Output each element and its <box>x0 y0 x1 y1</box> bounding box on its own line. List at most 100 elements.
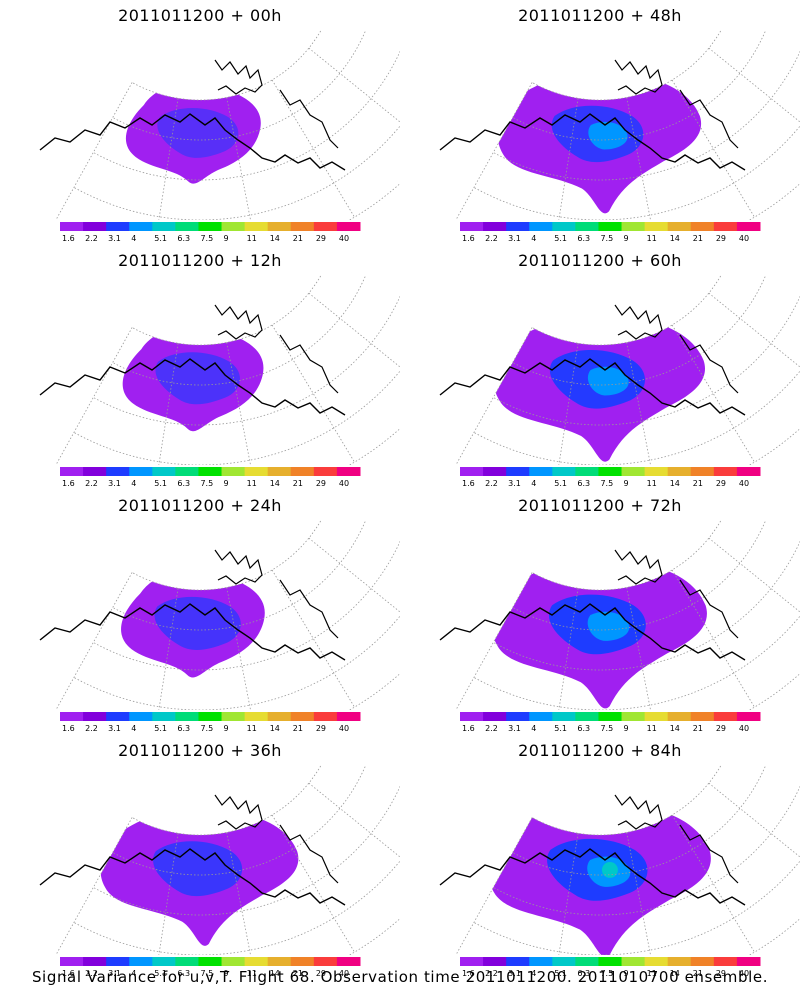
colorbar-swatch <box>644 222 669 231</box>
coastline <box>214 304 263 340</box>
colorbar: 1.6 2.2 3.1 4 5.1 6.3 7.5 9 11 14 21 29 40 <box>460 467 761 488</box>
colorbar-swatch <box>598 467 623 476</box>
coastline <box>614 794 663 830</box>
colorbar-label: 40 <box>339 479 349 488</box>
variance-map <box>39 275 400 465</box>
colorbar-label: 40 <box>739 479 749 488</box>
colorbar-label: 2.2 <box>485 234 498 243</box>
map-panel: 2011011200 + 48h 1.6 2.2 3.1 4 5.1 6.3 7.5 9 11 14… <box>400 0 800 245</box>
colorbar-label: 14 <box>670 969 680 978</box>
variance-map <box>439 765 800 955</box>
colorbar-label: 7.5 <box>600 479 613 488</box>
colorbar-swatch <box>644 712 669 721</box>
colorbar-swatch <box>736 712 761 721</box>
colorbar-label: 11 <box>247 234 257 243</box>
variance-map <box>439 275 800 465</box>
coastline <box>214 794 263 830</box>
coastline <box>614 549 663 585</box>
colorbar-swatch <box>736 222 761 231</box>
colorbar-label: 9 <box>224 479 229 488</box>
colorbar-label: 4 <box>531 724 536 733</box>
colorbar-label: 2.2 <box>485 724 498 733</box>
panel-title: 2011011200 + 12h <box>118 251 282 270</box>
colorbar-label: 3.1 <box>508 724 521 733</box>
colorbar-label: 14 <box>670 479 680 488</box>
variance-peak <box>601 861 618 878</box>
colorbar-label: 1.6 <box>462 234 475 243</box>
coastline <box>39 603 346 661</box>
colorbar-swatch <box>598 712 623 721</box>
colorbar: 1.6 2.2 3.1 4 5.1 6.3 7.5 9 11 14 21 29 40 <box>460 712 761 733</box>
colorbar-label: 29 <box>716 234 726 243</box>
colorbar-swatch <box>552 957 576 966</box>
colorbar-label: 9 <box>624 234 629 243</box>
map-panel: 2011011200 + 72h 1.6 2.2 3.1 4 5.1 6.3 7.5 9 11 14… <box>400 490 800 735</box>
colorbar-label: 4 <box>531 479 536 488</box>
colorbar-label: 11 <box>647 234 657 243</box>
colorbar-label: 11 <box>647 479 657 488</box>
colorbar-label: 29 <box>716 969 726 978</box>
colorbar-label: 11 <box>647 724 657 733</box>
colorbar-swatch <box>460 222 484 231</box>
colorbar-label: 5.1 <box>554 969 567 978</box>
colorbar-label: 3.1 <box>108 724 121 733</box>
colorbar-label: 7.5 <box>200 479 213 488</box>
map-panel: 2011011200 + 12h 1.6 2.2 3.1 4 5.1 6.3 7.5 9 11 14… <box>0 245 400 490</box>
variance-map <box>439 30 800 220</box>
colorbar: 1.6 2.2 3.1 4 5.1 6.3 7.5 9 11 14 21 29 40 <box>60 222 361 243</box>
colorbar-swatch <box>529 712 553 721</box>
coastline <box>679 334 739 394</box>
panel-title: 2011011200 + 84h <box>518 741 682 760</box>
colorbar-swatch <box>129 467 153 476</box>
colorbar-swatch <box>460 467 484 476</box>
colorbar-swatch <box>198 467 223 476</box>
colorbar-swatch <box>713 712 738 721</box>
colorbar-label: 21 <box>693 724 703 733</box>
colorbar-swatch <box>129 222 153 231</box>
colorbar-label: 1.6 <box>62 479 75 488</box>
colorbar-swatch <box>244 957 269 966</box>
colorbar-swatch <box>60 957 84 966</box>
colorbar-swatch <box>483 222 507 231</box>
colorbar-label: 5.1 <box>154 969 167 978</box>
colorbar-label: 3.1 <box>108 969 121 978</box>
colorbar-label: 3.1 <box>508 479 521 488</box>
colorbar-swatch <box>460 712 484 721</box>
colorbar-label: 9 <box>224 724 229 733</box>
coastline <box>214 59 263 95</box>
panel-title: 2011011200 + 36h <box>118 741 282 760</box>
colorbar-label: 6.3 <box>177 479 190 488</box>
variance-map <box>439 520 800 710</box>
map-panel: 2011011200 + 36h 1.6 2.2 3.1 4 5.1 6.3 7.5 9 11 14… <box>0 735 400 980</box>
colorbar-label: 5.1 <box>154 234 167 243</box>
coastline <box>679 579 739 639</box>
coastline <box>39 358 346 416</box>
colorbar-swatch <box>667 957 692 966</box>
colorbar-label: 14 <box>670 234 680 243</box>
colorbar-swatch <box>175 467 199 476</box>
colorbar-label: 3.1 <box>108 479 121 488</box>
colorbar-swatch <box>552 222 576 231</box>
colorbar-label: 4 <box>131 724 136 733</box>
colorbar-swatch <box>690 957 715 966</box>
coastline <box>679 824 739 884</box>
colorbar-swatch <box>83 467 107 476</box>
colorbar-label: 2.2 <box>85 724 98 733</box>
colorbar-label: 6.3 <box>577 724 590 733</box>
colorbar-label: 3.1 <box>108 234 121 243</box>
colorbar-label: 29 <box>316 479 326 488</box>
colorbar-swatch <box>290 222 315 231</box>
colorbar-swatch <box>106 957 130 966</box>
colorbar-label: 29 <box>316 724 326 733</box>
colorbar-label: 29 <box>716 479 726 488</box>
colorbar-swatch <box>552 467 576 476</box>
colorbar-swatch <box>575 957 599 966</box>
colorbar-swatch <box>667 467 692 476</box>
variance-map <box>39 520 400 710</box>
colorbar-swatch <box>690 467 715 476</box>
colorbar-label: 29 <box>316 234 326 243</box>
colorbar-swatch <box>83 712 107 721</box>
colorbar-swatch <box>667 712 692 721</box>
colorbar-swatch <box>736 957 761 966</box>
colorbar-label: 6.3 <box>177 724 190 733</box>
